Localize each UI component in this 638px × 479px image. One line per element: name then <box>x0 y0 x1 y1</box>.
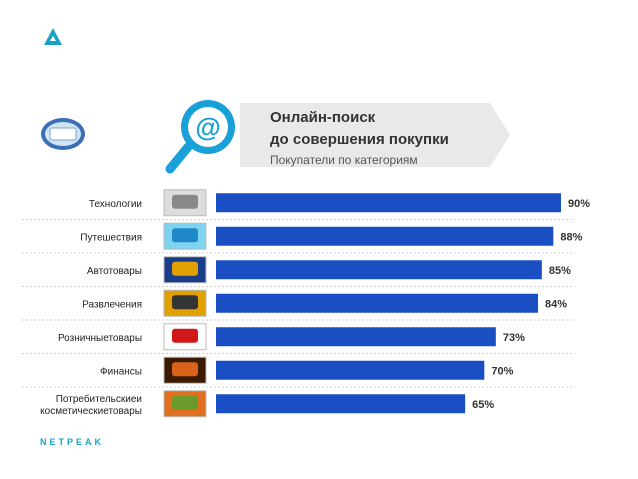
value-label: 84% <box>545 298 567 310</box>
category-label: Розничныетовары <box>58 333 142 344</box>
badge-icon <box>41 118 85 150</box>
bar <box>216 327 496 347</box>
chart-title-line2: до совершения покупки <box>270 131 449 148</box>
magnifier-at-icon: @ <box>165 100 235 174</box>
entertainment-icon <box>163 289 207 317</box>
category-label: Технологии <box>89 199 142 210</box>
beach-icon <box>163 222 207 250</box>
category-label: Автотовары <box>87 266 142 277</box>
shopping-cart-icon <box>163 323 207 351</box>
bar <box>216 293 538 313</box>
chart-header: @ Онлайн-поиск до совершения покупки Пок… <box>160 95 510 175</box>
brand-logo: NETPEAK <box>40 437 105 447</box>
logo-triangle-icon <box>44 28 62 45</box>
value-label: 70% <box>491 365 513 377</box>
chart-title-line1: Онлайн-поиск <box>270 109 376 126</box>
bar <box>216 394 466 414</box>
value-label: 73% <box>503 332 525 344</box>
bar <box>216 260 542 280</box>
computer-icon <box>163 189 207 217</box>
svg-text:@: @ <box>195 112 220 142</box>
category-label: Потребительскиеи косметическиетовары <box>40 393 142 417</box>
bar <box>216 226 554 246</box>
value-label: 88% <box>560 231 582 243</box>
category-label: Финансы <box>100 366 142 377</box>
money-fire-icon <box>163 356 207 384</box>
header-banner: @ <box>165 100 510 174</box>
bar <box>216 193 561 213</box>
cosmetics-basket-icon <box>163 390 207 418</box>
chart-subtitle: Покупатели по категориям <box>270 153 418 167</box>
category-label: Развлечения <box>82 299 142 310</box>
car-icon <box>163 256 207 284</box>
value-label: 65% <box>472 399 494 411</box>
value-label: 85% <box>549 265 571 277</box>
bar <box>216 360 485 380</box>
value-label: 90% <box>568 198 590 210</box>
category-label: Путешествия <box>80 232 142 243</box>
